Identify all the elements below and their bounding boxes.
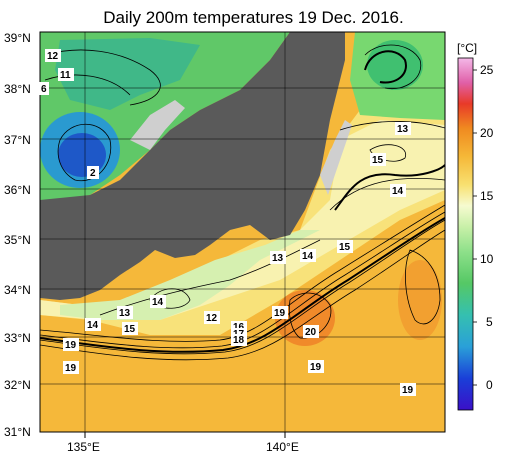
svg-text:14: 14 <box>87 320 99 331</box>
svg-text:13: 13 <box>397 124 409 135</box>
nodata-strip <box>130 100 185 150</box>
lon-label: 135°E <box>67 440 100 454</box>
lat-label: 36°N <box>4 183 31 197</box>
contour-label: 13 <box>270 251 286 264</box>
contour-lines <box>40 44 445 361</box>
contour-label: 13 <box>395 122 411 135</box>
map-title: Daily 200m temperatures 19 Dec. 2016. <box>103 8 404 27</box>
lat-label: 32°N <box>4 378 31 392</box>
svg-text:12: 12 <box>47 51 59 62</box>
svg-text:14: 14 <box>152 297 164 308</box>
colorbar-tick: 15 <box>480 189 494 203</box>
svg-text:14: 14 <box>302 251 314 262</box>
contour-value-labels: 12 11 6 2 13 15 14 15 14 13 14 13 14 15 … <box>39 49 416 396</box>
contour-label: 14 <box>85 318 101 331</box>
colorbar-scale <box>457 57 474 411</box>
contour-label: 6 <box>39 82 49 95</box>
lat-label: 39°N <box>4 31 31 45</box>
axis-ticks <box>84 432 286 438</box>
contour-label: 14 <box>390 184 406 197</box>
contour-label: 18 <box>231 334 247 346</box>
lat-label: 35°N <box>4 233 31 247</box>
contour-label: 13 <box>117 306 133 319</box>
contour-label: 12 <box>204 311 220 324</box>
lat-label: 38°N <box>4 82 31 96</box>
svg-text:15: 15 <box>372 155 384 166</box>
lat-label: 33°N <box>4 331 31 345</box>
svg-text:11: 11 <box>60 70 71 81</box>
contour-label: 19 <box>400 383 416 396</box>
colorbar-unit: [°C] <box>457 41 477 55</box>
svg-text:12: 12 <box>206 313 218 324</box>
contour-label: 11 <box>58 68 74 81</box>
contour-label: 2 <box>87 166 99 179</box>
ocean-shelf-region <box>60 230 320 320</box>
contour-label: 12 <box>45 49 61 62</box>
colorbar-tick: 20 <box>480 126 494 140</box>
contour-label: 19 <box>63 338 79 351</box>
svg-text:19: 19 <box>274 308 286 319</box>
contour-label: 14 <box>150 295 166 308</box>
grid-lines <box>40 32 445 432</box>
lat-label: 31°N <box>4 425 31 439</box>
colorbar-tick: 0 <box>486 378 493 392</box>
svg-text:19: 19 <box>402 385 414 396</box>
contour-label: 19 <box>308 360 324 373</box>
lat-label: 37°N <box>4 133 31 147</box>
svg-text:15: 15 <box>124 324 136 335</box>
contour-label: 15 <box>370 153 386 166</box>
svg-text:6: 6 <box>41 84 47 95</box>
bold-contours <box>40 50 445 353</box>
lon-label: 140°E <box>266 440 299 454</box>
contour-label: 15 <box>337 240 353 253</box>
contour-label: 19 <box>272 306 288 319</box>
svg-text:2: 2 <box>90 168 96 179</box>
svg-text:19: 19 <box>310 362 322 373</box>
svg-text:15: 15 <box>339 242 351 253</box>
longitude-labels: 135°E 140°E <box>67 440 299 454</box>
svg-text:13: 13 <box>119 308 131 319</box>
svg-text:20: 20 <box>305 327 317 338</box>
sea-cool-zone <box>55 38 200 110</box>
latitude-labels: 39°N 38°N 37°N 36°N 35°N 34°N 33°N 32°N … <box>4 31 31 439</box>
svg-text:19: 19 <box>65 340 77 351</box>
map-frame <box>39 31 446 433</box>
colorbar-tick: 10 <box>480 252 494 266</box>
colorbar: [°C] 25 20 15 10 5 0 <box>457 41 494 411</box>
colorbar-tick: 25 <box>480 63 494 77</box>
svg-text:18: 18 <box>233 335 245 346</box>
land-japan <box>40 32 345 300</box>
lat-label: 34°N <box>4 283 31 297</box>
contour-label: 16 <box>231 321 247 333</box>
contour-label: 19 <box>63 361 79 374</box>
svg-text:16: 16 <box>233 322 245 333</box>
svg-text:14: 14 <box>392 186 404 197</box>
colorbar-tick: 5 <box>486 315 493 329</box>
svg-text:13: 13 <box>272 253 284 264</box>
ocean-pale-region <box>40 120 445 320</box>
contour-label: 14 <box>300 249 316 262</box>
warm-eddy-east <box>398 260 442 340</box>
map-area <box>40 32 445 432</box>
contour-label: 20 <box>303 325 319 338</box>
svg-text:19: 19 <box>65 363 77 374</box>
contour-label: 15 <box>122 322 138 335</box>
